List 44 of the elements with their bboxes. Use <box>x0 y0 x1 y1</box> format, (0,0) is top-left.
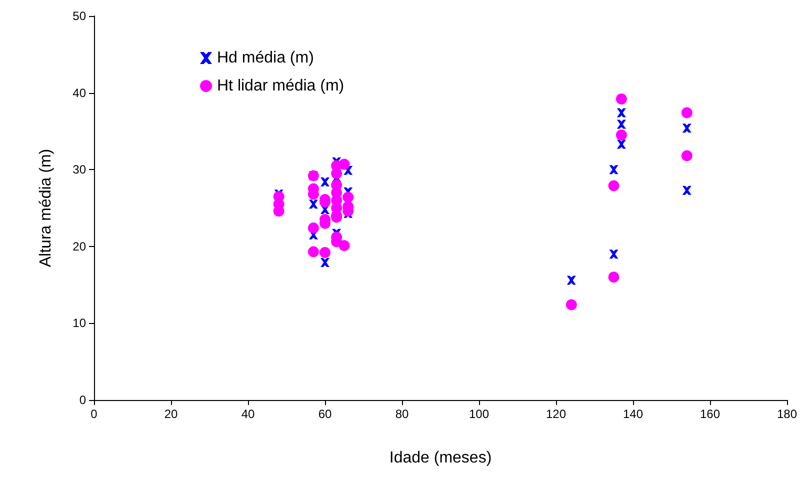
point <box>609 250 618 259</box>
y-tick-label: 10 <box>72 316 86 330</box>
point <box>616 93 627 104</box>
x-tick-label: 40 <box>241 407 255 421</box>
point <box>681 107 692 118</box>
point <box>681 150 692 162</box>
x-tick-label: 20 <box>164 407 178 421</box>
point <box>682 186 692 195</box>
x-tick-label: 0 <box>90 407 98 421</box>
x-tick-label: 160 <box>700 407 720 421</box>
y-tick-label: 30 <box>72 162 86 177</box>
point <box>608 272 620 283</box>
y-tick-label: 40 <box>72 86 86 100</box>
x-tick-label: 140 <box>622 407 644 421</box>
x-tick-label: 100 <box>468 407 490 421</box>
point <box>616 140 626 149</box>
y-tick-label: 50 <box>72 9 86 23</box>
y-tick-label: 20 <box>72 239 86 254</box>
point <box>566 299 577 310</box>
legend-label: Hd média (m) <box>217 50 314 66</box>
point <box>308 246 319 258</box>
point <box>308 200 318 209</box>
legend-label: Ht lidar média (m) <box>217 78 344 94</box>
point <box>616 120 626 129</box>
x-tick-label: 120 <box>546 407 566 421</box>
point <box>338 240 350 252</box>
point <box>616 108 626 118</box>
point <box>609 165 618 174</box>
point <box>616 130 627 141</box>
point <box>320 247 330 258</box>
point <box>682 124 692 133</box>
point <box>308 222 319 234</box>
x-axis-title: Idade (meses) <box>389 450 492 466</box>
point <box>338 158 350 170</box>
point <box>608 180 620 192</box>
point <box>342 192 354 203</box>
point <box>566 276 576 285</box>
point <box>320 258 330 268</box>
point <box>320 177 330 186</box>
x-tick-label: 180 <box>776 407 798 421</box>
x-tick-label: 80 <box>395 407 409 421</box>
y-tick-label: 0 <box>79 393 86 407</box>
x-tick-label: 60 <box>318 407 332 421</box>
y-axis-title: Altura média (m) <box>38 148 54 268</box>
